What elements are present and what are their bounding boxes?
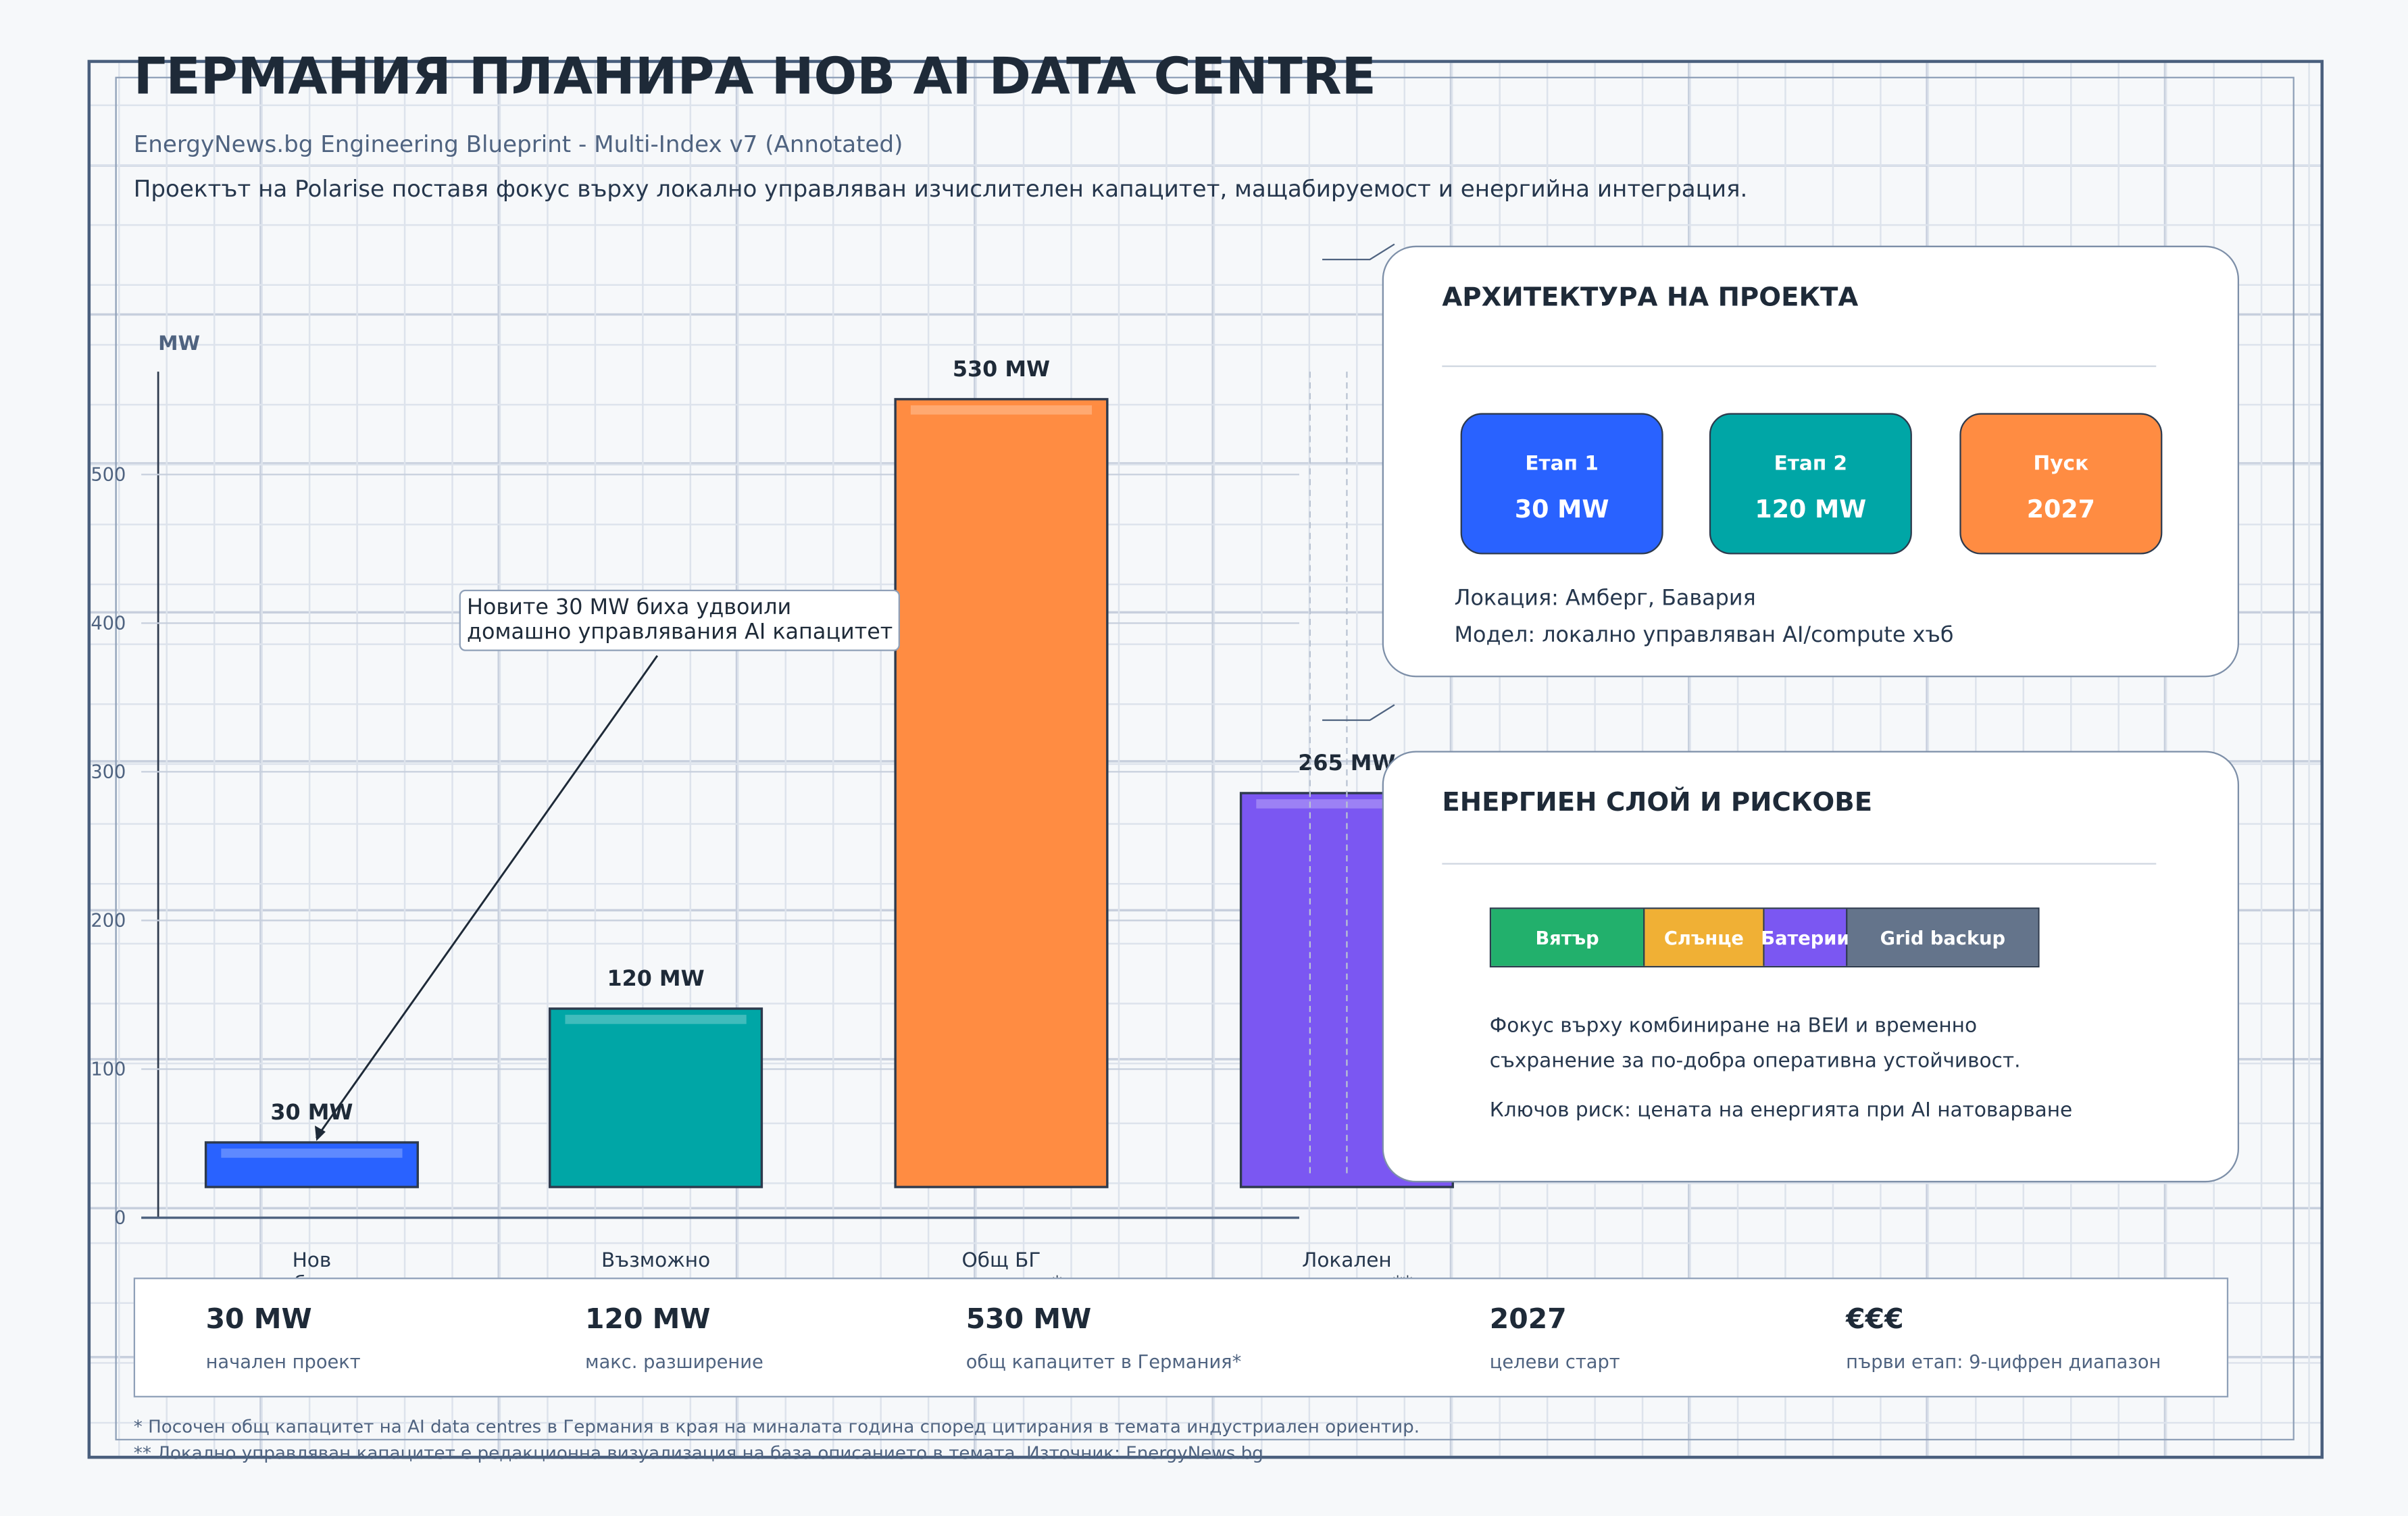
inner-frame (115, 76, 2294, 1441)
annotation-line-1: Новите 30 MW биха удвоили (466, 595, 792, 621)
x-tick-label: Локален (1302, 1248, 1392, 1271)
stage-label: Етап 2 (1774, 453, 1848, 476)
stage-label: Етап 1 (1525, 453, 1599, 476)
divider (1442, 365, 2157, 368)
bar (204, 1141, 419, 1188)
footnote-1: * Посочен общ капацитет на AI data centr… (133, 1415, 1420, 1438)
bar-highlight (910, 405, 1093, 415)
stage-1-box: Етап 1 30 MW (1460, 413, 1663, 555)
summary-caption: целеви старт (1489, 1351, 1620, 1373)
y-axis-label: MW (158, 332, 200, 355)
y-tick-label: 100 (91, 1059, 126, 1080)
location-text: Локация: Амберг, Бавария (1454, 586, 1756, 611)
stage-value: 2027 (2026, 494, 2095, 524)
summary-item: €€€ първи етап: 9-цифрен диапазон (1846, 1304, 2161, 1373)
annotation-callout: Новите 30 MW биха удвоили домашно управл… (459, 589, 901, 651)
mix-segment-grid: Grid backup (1847, 909, 2038, 966)
x-tick-label: Нов (293, 1248, 332, 1271)
y-tick-label: 200 (91, 911, 126, 932)
page-title: ГЕРМАНИЯ ПЛАНИРА НОВ AI DATA CENTRE (133, 46, 1376, 106)
stage-value: 30 MW (1514, 494, 1609, 524)
summary-value: 530 MW (965, 1303, 1092, 1336)
description: Проектът на Polarise поставя фокус върху… (133, 175, 1748, 203)
bar (549, 1007, 763, 1188)
risk-text: Ключов риск: цената на енергията при AI … (1489, 1099, 2073, 1123)
launch-box: Пуск 2027 (1959, 413, 2163, 555)
summary-caption: общ капацитет в Германия* (965, 1351, 1242, 1373)
architecture-card: АРХИТЕКТУРА НА ПРОЕКТА Етап 1 30 MW Етап … (1382, 245, 2240, 678)
data-label: 530 MW (953, 356, 1050, 382)
bar-highlight (565, 1015, 747, 1024)
energy-text-1: Фокус върху комбиниране на ВЕИ и временн… (1489, 1015, 1978, 1038)
model-text: Модел: локално управляван AI/compute хъб (1454, 623, 1954, 649)
annotation-line-2: домашно управлявания AI капацитет (466, 620, 893, 645)
y-tick-label: 0 (114, 1208, 126, 1229)
mix-segment-wind: Вятър (1491, 909, 1645, 966)
bar-highlight (221, 1148, 403, 1158)
connector-line (1322, 243, 1395, 261)
energy-mix-bar: Вятър Слънце Батерии Grid backup (1489, 907, 2040, 967)
subtitle: EnergyNews.bg Engineering Blueprint - Mu… (133, 130, 903, 159)
summary-item: 120 MW макс. разширение (585, 1304, 763, 1373)
summary-caption: макс. разширение (585, 1351, 763, 1373)
y-tick-label: 400 (91, 613, 126, 634)
summary-value: 30 MW (205, 1303, 312, 1336)
summary-caption: първи етап: 9-цифрен диапазон (1846, 1351, 2161, 1373)
stage-2-box: Етап 2 120 MW (1709, 413, 1912, 555)
summary-value: €€€ (1846, 1303, 1904, 1336)
x-tick-label: Общ БГ (962, 1248, 1041, 1271)
summary-caption: начален проект (205, 1351, 361, 1373)
data-label: 120 MW (607, 965, 704, 991)
energy-card: ЕНЕРГИЕН СЛОЙ И РИСКОВЕ Вятър Слънце Бат… (1382, 751, 2240, 1183)
divider (1442, 863, 2157, 865)
energy-text-2: съхранение за по-добра оперативна устойч… (1489, 1050, 2021, 1073)
stage-value: 120 MW (1755, 494, 1867, 524)
summary-value: 2027 (1489, 1303, 1567, 1336)
summary-item: 30 MW начален проект (206, 1304, 361, 1373)
data-label: 30 MW (270, 1099, 353, 1125)
summary-item: 2027 целеви старт (1490, 1304, 1620, 1373)
architecture-title: АРХИТЕКТУРА НА ПРОЕКТА (1442, 282, 1859, 313)
y-tick-label: 300 (91, 762, 126, 783)
y-tick-label: 500 (91, 464, 126, 485)
stage-label: Пуск (2033, 453, 2089, 476)
footnote-2: ** Локално управляван капацитет е редакц… (133, 1442, 1263, 1464)
x-tick-label: Възможно (601, 1248, 710, 1271)
summary-item: 530 MW общ капацитет в Германия* (966, 1304, 1242, 1373)
connector-line (1322, 704, 1395, 722)
summary-value: 120 MW (585, 1303, 711, 1336)
energy-title: ЕНЕРГИЕН СЛОЙ И РИСКОВЕ (1442, 788, 1873, 819)
mix-segment-solar: Слънце (1645, 909, 1765, 966)
annotation-arrow (316, 655, 659, 1139)
arrow-head-icon (314, 1126, 326, 1141)
bar (894, 398, 1109, 1188)
mix-segment-batteries: Батерии (1761, 909, 1850, 966)
summary-strip: 30 MW начален проект 120 MW макс. разширен… (133, 1278, 2229, 1398)
